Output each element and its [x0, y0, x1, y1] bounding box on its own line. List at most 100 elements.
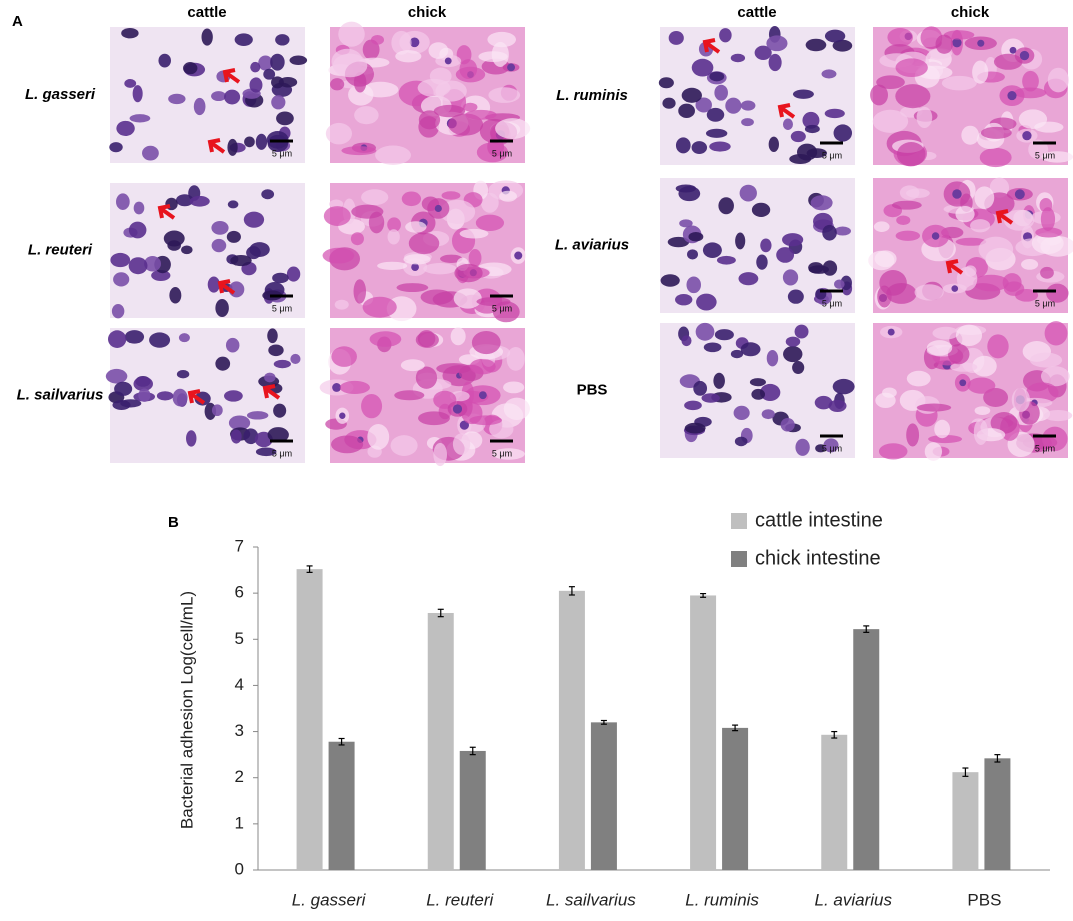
- nucleus: [794, 324, 809, 339]
- nucleus: [740, 342, 761, 357]
- nucleus: [725, 97, 742, 114]
- tissue: [468, 248, 482, 267]
- tissue: [331, 435, 364, 454]
- tissue: [1021, 259, 1039, 270]
- bar: [984, 758, 1011, 870]
- nucleus: [339, 412, 346, 419]
- panel-label: A: [12, 13, 23, 30]
- nucleus: [696, 293, 717, 311]
- tissue: [979, 147, 1012, 168]
- nucleus: [734, 436, 748, 447]
- x-tick-label: L. sailvarius: [546, 890, 636, 909]
- error-bar: [338, 737, 345, 746]
- nucleus: [268, 344, 284, 357]
- scale-label: 5 μm: [1035, 298, 1055, 308]
- tissue: [339, 380, 370, 395]
- nucleus: [120, 399, 142, 408]
- nucleus: [706, 107, 725, 122]
- tissue: [970, 219, 991, 233]
- tissue: [906, 370, 931, 387]
- column-header: cattle: [187, 4, 226, 21]
- tissue: [1040, 366, 1070, 387]
- scale-label: 5 μm: [272, 148, 292, 158]
- column-header: cattle: [737, 4, 776, 21]
- tissue: [873, 221, 890, 232]
- tissue: [1040, 266, 1054, 279]
- scale-label: 5 μm: [492, 448, 512, 458]
- nucleus: [156, 391, 174, 401]
- nucleus: [804, 124, 820, 134]
- nucleus: [249, 77, 263, 93]
- nucleus: [230, 429, 242, 444]
- tissue: [322, 247, 355, 264]
- nucleus: [129, 114, 151, 123]
- tissue: [463, 102, 478, 112]
- arrow-head: [187, 389, 201, 404]
- nucleus: [714, 84, 728, 101]
- nucleus: [243, 428, 259, 445]
- y-tick-label: 1: [235, 813, 244, 832]
- nucleus: [133, 376, 153, 392]
- nucleus: [751, 388, 766, 400]
- nucleus: [660, 274, 680, 287]
- nucleus: [782, 233, 804, 247]
- nucleus: [815, 444, 827, 453]
- scale-label: 5 μm: [822, 150, 842, 160]
- nucleus: [116, 193, 130, 210]
- tissue: [943, 30, 975, 40]
- tissue: [396, 283, 429, 293]
- tissue: [469, 358, 496, 375]
- arrow-head: [217, 279, 231, 294]
- tissue: [441, 191, 461, 200]
- nucleus: [181, 245, 193, 255]
- nucleus: [730, 53, 746, 63]
- tissue: [362, 296, 397, 318]
- tissue: [1047, 67, 1069, 93]
- nucleus: [110, 252, 131, 268]
- nucleus: [189, 195, 210, 207]
- error-bar: [994, 754, 1001, 763]
- tissue: [433, 104, 466, 118]
- nucleus: [756, 254, 768, 270]
- tissue: [495, 118, 531, 139]
- x-tick-label: L. aviarius: [815, 890, 893, 909]
- tissue: [1046, 283, 1069, 303]
- nucleus: [795, 438, 810, 456]
- tissue: [341, 146, 377, 156]
- nucleus: [766, 350, 779, 367]
- tissue: [415, 331, 439, 348]
- tissue: [489, 419, 514, 439]
- nucleus: [243, 211, 265, 228]
- arrow-head: [207, 138, 221, 153]
- nucleus: [514, 251, 523, 260]
- nucleus: [828, 399, 847, 412]
- nucleus: [267, 427, 289, 443]
- tissue: [895, 58, 928, 78]
- tissue: [415, 366, 438, 389]
- nucleus: [434, 204, 442, 213]
- error-bar: [568, 586, 575, 596]
- nucleus: [194, 391, 211, 406]
- legend-swatch: [731, 551, 747, 567]
- nucleus: [144, 255, 162, 272]
- nucleus: [250, 61, 261, 73]
- nucleus: [114, 381, 133, 396]
- nucleus: [273, 403, 287, 418]
- tissue: [941, 75, 977, 91]
- tissue: [1044, 321, 1068, 346]
- micrograph: 5 μm: [109, 27, 308, 163]
- nucleus: [684, 422, 706, 434]
- nucleus: [824, 29, 846, 43]
- nucleus: [749, 378, 766, 387]
- micrograph: 5 μm: [873, 321, 1073, 461]
- nucleus: [452, 404, 463, 414]
- nucleus: [169, 287, 182, 304]
- nucleus: [713, 372, 725, 389]
- bar: [296, 569, 323, 870]
- tissue: [353, 279, 367, 304]
- row-label: L. gasseri: [25, 86, 96, 103]
- scale-label: 5 μm: [822, 298, 842, 308]
- nucleus: [834, 279, 845, 289]
- y-tick-label: 2: [235, 767, 244, 786]
- tissue: [870, 84, 889, 106]
